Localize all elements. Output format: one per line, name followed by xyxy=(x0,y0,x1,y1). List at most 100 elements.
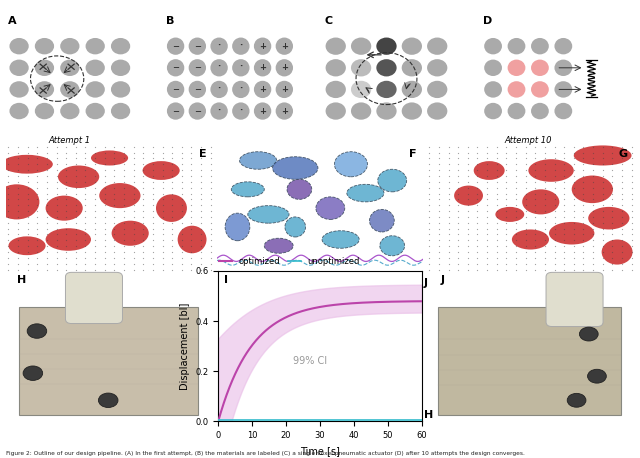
Point xyxy=(617,178,627,185)
Point xyxy=(167,149,177,156)
Point xyxy=(13,207,23,215)
Ellipse shape xyxy=(45,196,83,221)
Point xyxy=(81,196,91,203)
Point xyxy=(549,202,559,209)
Point xyxy=(501,266,511,273)
Point xyxy=(51,248,61,256)
Point xyxy=(61,260,71,267)
Point xyxy=(138,225,148,232)
Point xyxy=(511,248,521,256)
Point xyxy=(167,155,177,162)
Point xyxy=(492,161,502,168)
Point xyxy=(434,266,444,273)
Point xyxy=(71,155,81,162)
Point xyxy=(579,237,589,244)
Point xyxy=(482,202,492,209)
Point xyxy=(540,248,550,256)
Point xyxy=(559,231,569,238)
Circle shape xyxy=(402,59,422,76)
Point xyxy=(598,161,608,168)
Point xyxy=(627,213,637,221)
Point xyxy=(109,260,120,267)
Point xyxy=(81,248,91,256)
Point xyxy=(434,149,444,156)
Point xyxy=(569,166,579,174)
Circle shape xyxy=(189,38,206,55)
Point xyxy=(530,178,540,185)
Point xyxy=(482,196,492,203)
Point xyxy=(119,266,129,273)
Point xyxy=(549,237,559,244)
Point xyxy=(13,202,23,209)
Point xyxy=(119,172,129,180)
Circle shape xyxy=(531,60,549,76)
Point xyxy=(511,143,521,150)
Point xyxy=(540,213,550,221)
Point xyxy=(501,161,511,168)
Point xyxy=(13,243,23,250)
Circle shape xyxy=(484,38,502,55)
Point xyxy=(3,207,13,215)
Point xyxy=(549,207,559,215)
Point xyxy=(138,243,148,250)
Point xyxy=(453,248,463,256)
Text: ·: · xyxy=(239,42,243,51)
Point xyxy=(588,202,598,209)
Circle shape xyxy=(23,366,43,381)
Point xyxy=(109,143,120,150)
Point xyxy=(501,196,511,203)
Point xyxy=(138,207,148,215)
Point xyxy=(588,207,598,215)
Circle shape xyxy=(351,38,371,55)
Point xyxy=(186,172,196,180)
Point xyxy=(61,143,71,150)
Ellipse shape xyxy=(58,165,99,188)
Point xyxy=(444,243,454,250)
Point xyxy=(205,219,216,226)
Point xyxy=(569,266,579,273)
Point xyxy=(51,225,61,232)
Point xyxy=(138,178,148,185)
Point xyxy=(472,225,483,232)
Point xyxy=(617,166,627,174)
Circle shape xyxy=(111,60,130,76)
Point xyxy=(453,243,463,250)
Point xyxy=(109,202,120,209)
Circle shape xyxy=(35,81,54,98)
Point xyxy=(627,166,637,174)
Point xyxy=(549,149,559,156)
Point xyxy=(530,172,540,180)
Point xyxy=(511,196,521,203)
Point xyxy=(598,202,608,209)
Point xyxy=(61,243,71,250)
Point xyxy=(51,166,61,174)
Point xyxy=(71,202,81,209)
Point xyxy=(138,248,148,256)
Point xyxy=(129,178,139,185)
Point xyxy=(627,149,637,156)
Point xyxy=(492,254,502,262)
Point xyxy=(109,225,120,232)
Point xyxy=(492,166,502,174)
Point xyxy=(167,196,177,203)
Point xyxy=(501,219,511,226)
Point xyxy=(13,172,23,180)
Point xyxy=(129,155,139,162)
Point xyxy=(205,155,216,162)
Point xyxy=(559,219,569,226)
Point xyxy=(579,184,589,191)
Point xyxy=(177,184,187,191)
Text: ·: · xyxy=(218,42,221,51)
Point xyxy=(167,161,177,168)
Point xyxy=(511,166,521,174)
Point xyxy=(100,196,110,203)
Point xyxy=(109,207,120,215)
Point xyxy=(13,266,23,273)
Point xyxy=(453,254,463,262)
Point xyxy=(530,254,540,262)
Point xyxy=(617,243,627,250)
Y-axis label: Displacement [bl]: Displacement [bl] xyxy=(180,302,189,390)
Point xyxy=(520,219,531,226)
Point xyxy=(196,231,206,238)
Point xyxy=(424,166,435,174)
